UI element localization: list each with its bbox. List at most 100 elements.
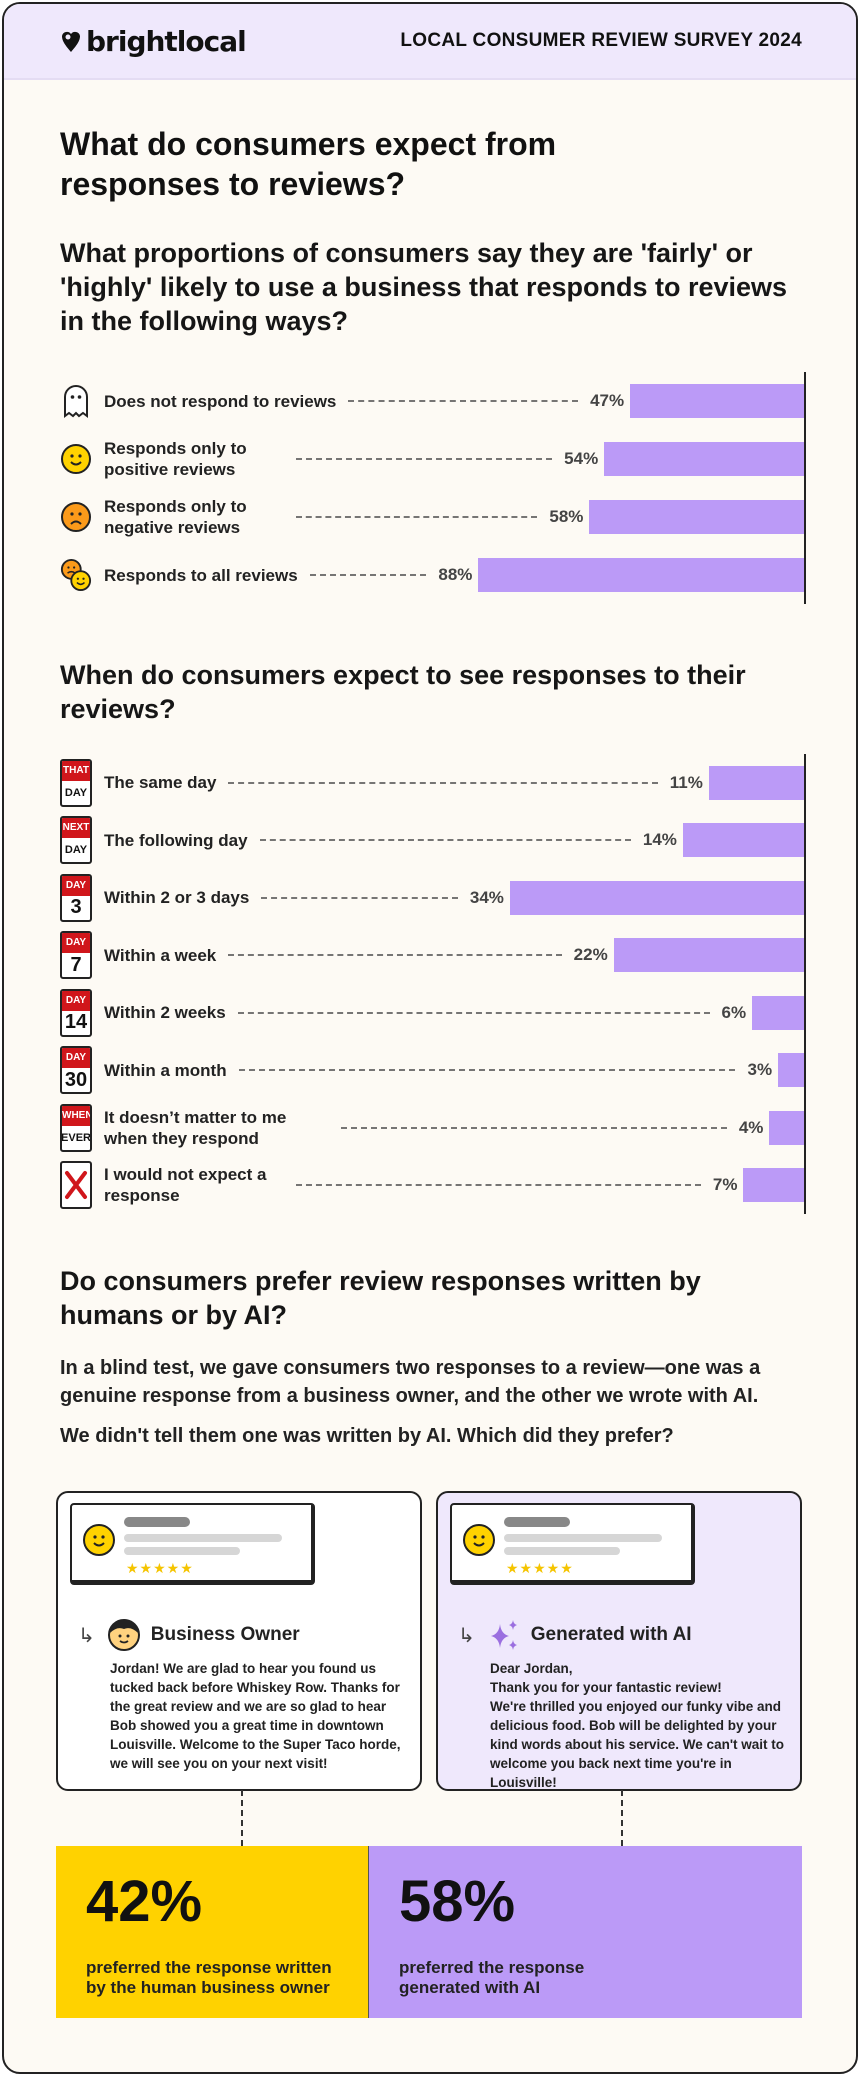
value-label: 6% [721,1002,747,1022]
leader-line [261,896,458,899]
leader-line [341,1126,727,1129]
bar-label: Does not respond to reviews [104,391,337,411]
calendar-icon: DAY 7 [60,931,92,980]
bar [613,938,804,973]
value-label: 47% [590,391,625,410]
bar-label: Responds to all reviews [104,565,298,585]
responder-label: Business Owner [150,1624,300,1645]
human-percent: 42% [86,1869,203,1934]
frowning-face-icon [60,497,92,537]
calendar-icon: THAT DAY [60,758,92,807]
bar [682,823,804,858]
intro-paragraph: In a blind test, we gave consumers two r… [60,1357,761,1407]
value-label: 22% [573,945,608,965]
connector-line [241,1790,243,1846]
calendar-day: DAY [64,786,88,799]
bar-label: Within a month [104,1060,227,1080]
calendar-icon: WHEN EVER [60,1103,92,1152]
star-rating: ★★★★★ [126,1561,194,1577]
smiley-face-icon [463,1524,495,1556]
bar-row: Responds only to negative reviews 58% [60,488,804,546]
leader-line [348,400,579,402]
bar-label: The same day [104,773,217,793]
ai-response-card: ★★★★★ ↳ Generated with AI Dear Jordan, T… [436,1491,802,1791]
location-heart-icon [62,31,80,52]
bar-label: Responds only to positive reviews [104,439,247,479]
bar-row: DAY 30 Within a month 3% [60,1042,804,1100]
response-text: Dear Jordan, Thank you for your fantasti… [490,1661,785,1790]
bar [589,500,804,534]
chart-question: What proportions of consumers say they a… [60,238,788,336]
leader-line [296,1184,701,1187]
bar [752,995,804,1030]
calendar-day: EVER [61,1131,91,1144]
calendar-icon: NEXT DAY [60,816,92,865]
leader-line [259,839,631,842]
leader-line [237,1011,710,1014]
calendar-icon: WHEN EVER [60,1103,92,1152]
value-label: 4% [738,1117,764,1137]
value-label: 88% [438,565,473,584]
bar [478,558,804,592]
bar [604,442,804,476]
smiley-face-icon [83,1524,115,1556]
human-response-card: ★★★★★ ↳ Business Owner Jordan! We are gl… [56,1491,422,1791]
question-paragraph: We didn't tell them one was written by A… [60,1425,674,1447]
leader-line [296,516,538,518]
calendar-icon: DAY 3 [60,873,92,922]
calendar-icon: DAY 7 [60,931,92,980]
bar-label: It doesn’t matter to me when they respon… [104,1107,287,1148]
responder-label: Generated with AI [530,1624,692,1645]
star-rating: ★★★★★ [506,1561,574,1577]
x-mark-icon [60,1161,92,1210]
human-result: 42% preferred the response written by th… [56,1846,369,2018]
mixed-faces-icon [60,555,92,595]
bar-row: I would not expect a response 7% [60,1157,804,1215]
bar-label: Within 2 weeks [104,1003,226,1023]
connector-line [621,1790,623,1846]
leader-line [228,781,658,784]
bar-label: The following day [104,830,248,850]
smiley-face-icon [60,439,92,479]
ai-caption: preferred the response generated with AI [399,1958,585,1997]
ai-sparkle-icon [490,1620,517,1650]
bar [778,1053,804,1088]
bar [743,1168,804,1203]
leader-line [228,954,562,957]
bar-row: Does not respond to reviews 47% [60,372,804,430]
calendar-day: 14 [64,1011,88,1034]
value-label: 3% [747,1060,773,1080]
bar-row: DAY 14 Within 2 weeks 6% [60,984,804,1042]
calendar-day: DAY [64,844,88,857]
bar-label: I would not expect a response [104,1165,267,1206]
ai-result: 58% preferred the response generated wit… [369,1846,802,2018]
calendar-icon: THAT DAY [60,758,92,807]
bar-row: Responds only to positive reviews 54% [60,430,804,488]
bar-row: DAY 3 Within 2 or 3 days 34% [60,869,804,927]
value-label: 54% [564,449,599,468]
calendar-icon: NEXT DAY [60,816,92,865]
calendar-icon: DAY 30 [60,1046,92,1095]
bar [630,384,804,418]
calendar-icon: DAY 30 [60,1046,92,1095]
leader-line [309,574,427,576]
bar-label: Within 2 or 3 days [104,888,250,908]
value-label: 14% [642,830,677,850]
calendar-day: 30 [64,1068,88,1091]
calendar-icon: DAY 3 [60,873,92,922]
leader-line [296,458,553,460]
comparison-cards: ★★★★★ ↳ Business Owner Jordan! We are gl… [56,1491,802,1791]
survey-title: LOCAL CONSUMER REVIEW SURVEY 2024 [400,30,802,51]
calendar-icon [60,1161,92,1210]
section-title: What do consumers expect from responses … [60,126,557,202]
calendar-day: 7 [70,953,82,976]
bar-row: WHEN EVER It doesn’t matter to me when the… [60,1099,804,1157]
calendar-header: DAY [62,933,90,954]
bar-row: Responds to all reviews 88% [60,546,804,604]
leader-line [238,1069,736,1072]
ai-percent: 58% [399,1869,516,1934]
calendar-icon: DAY 14 [60,988,92,1037]
bar [769,1110,804,1145]
value-label: 34% [469,887,504,907]
calendar-header: DAY [62,875,90,896]
